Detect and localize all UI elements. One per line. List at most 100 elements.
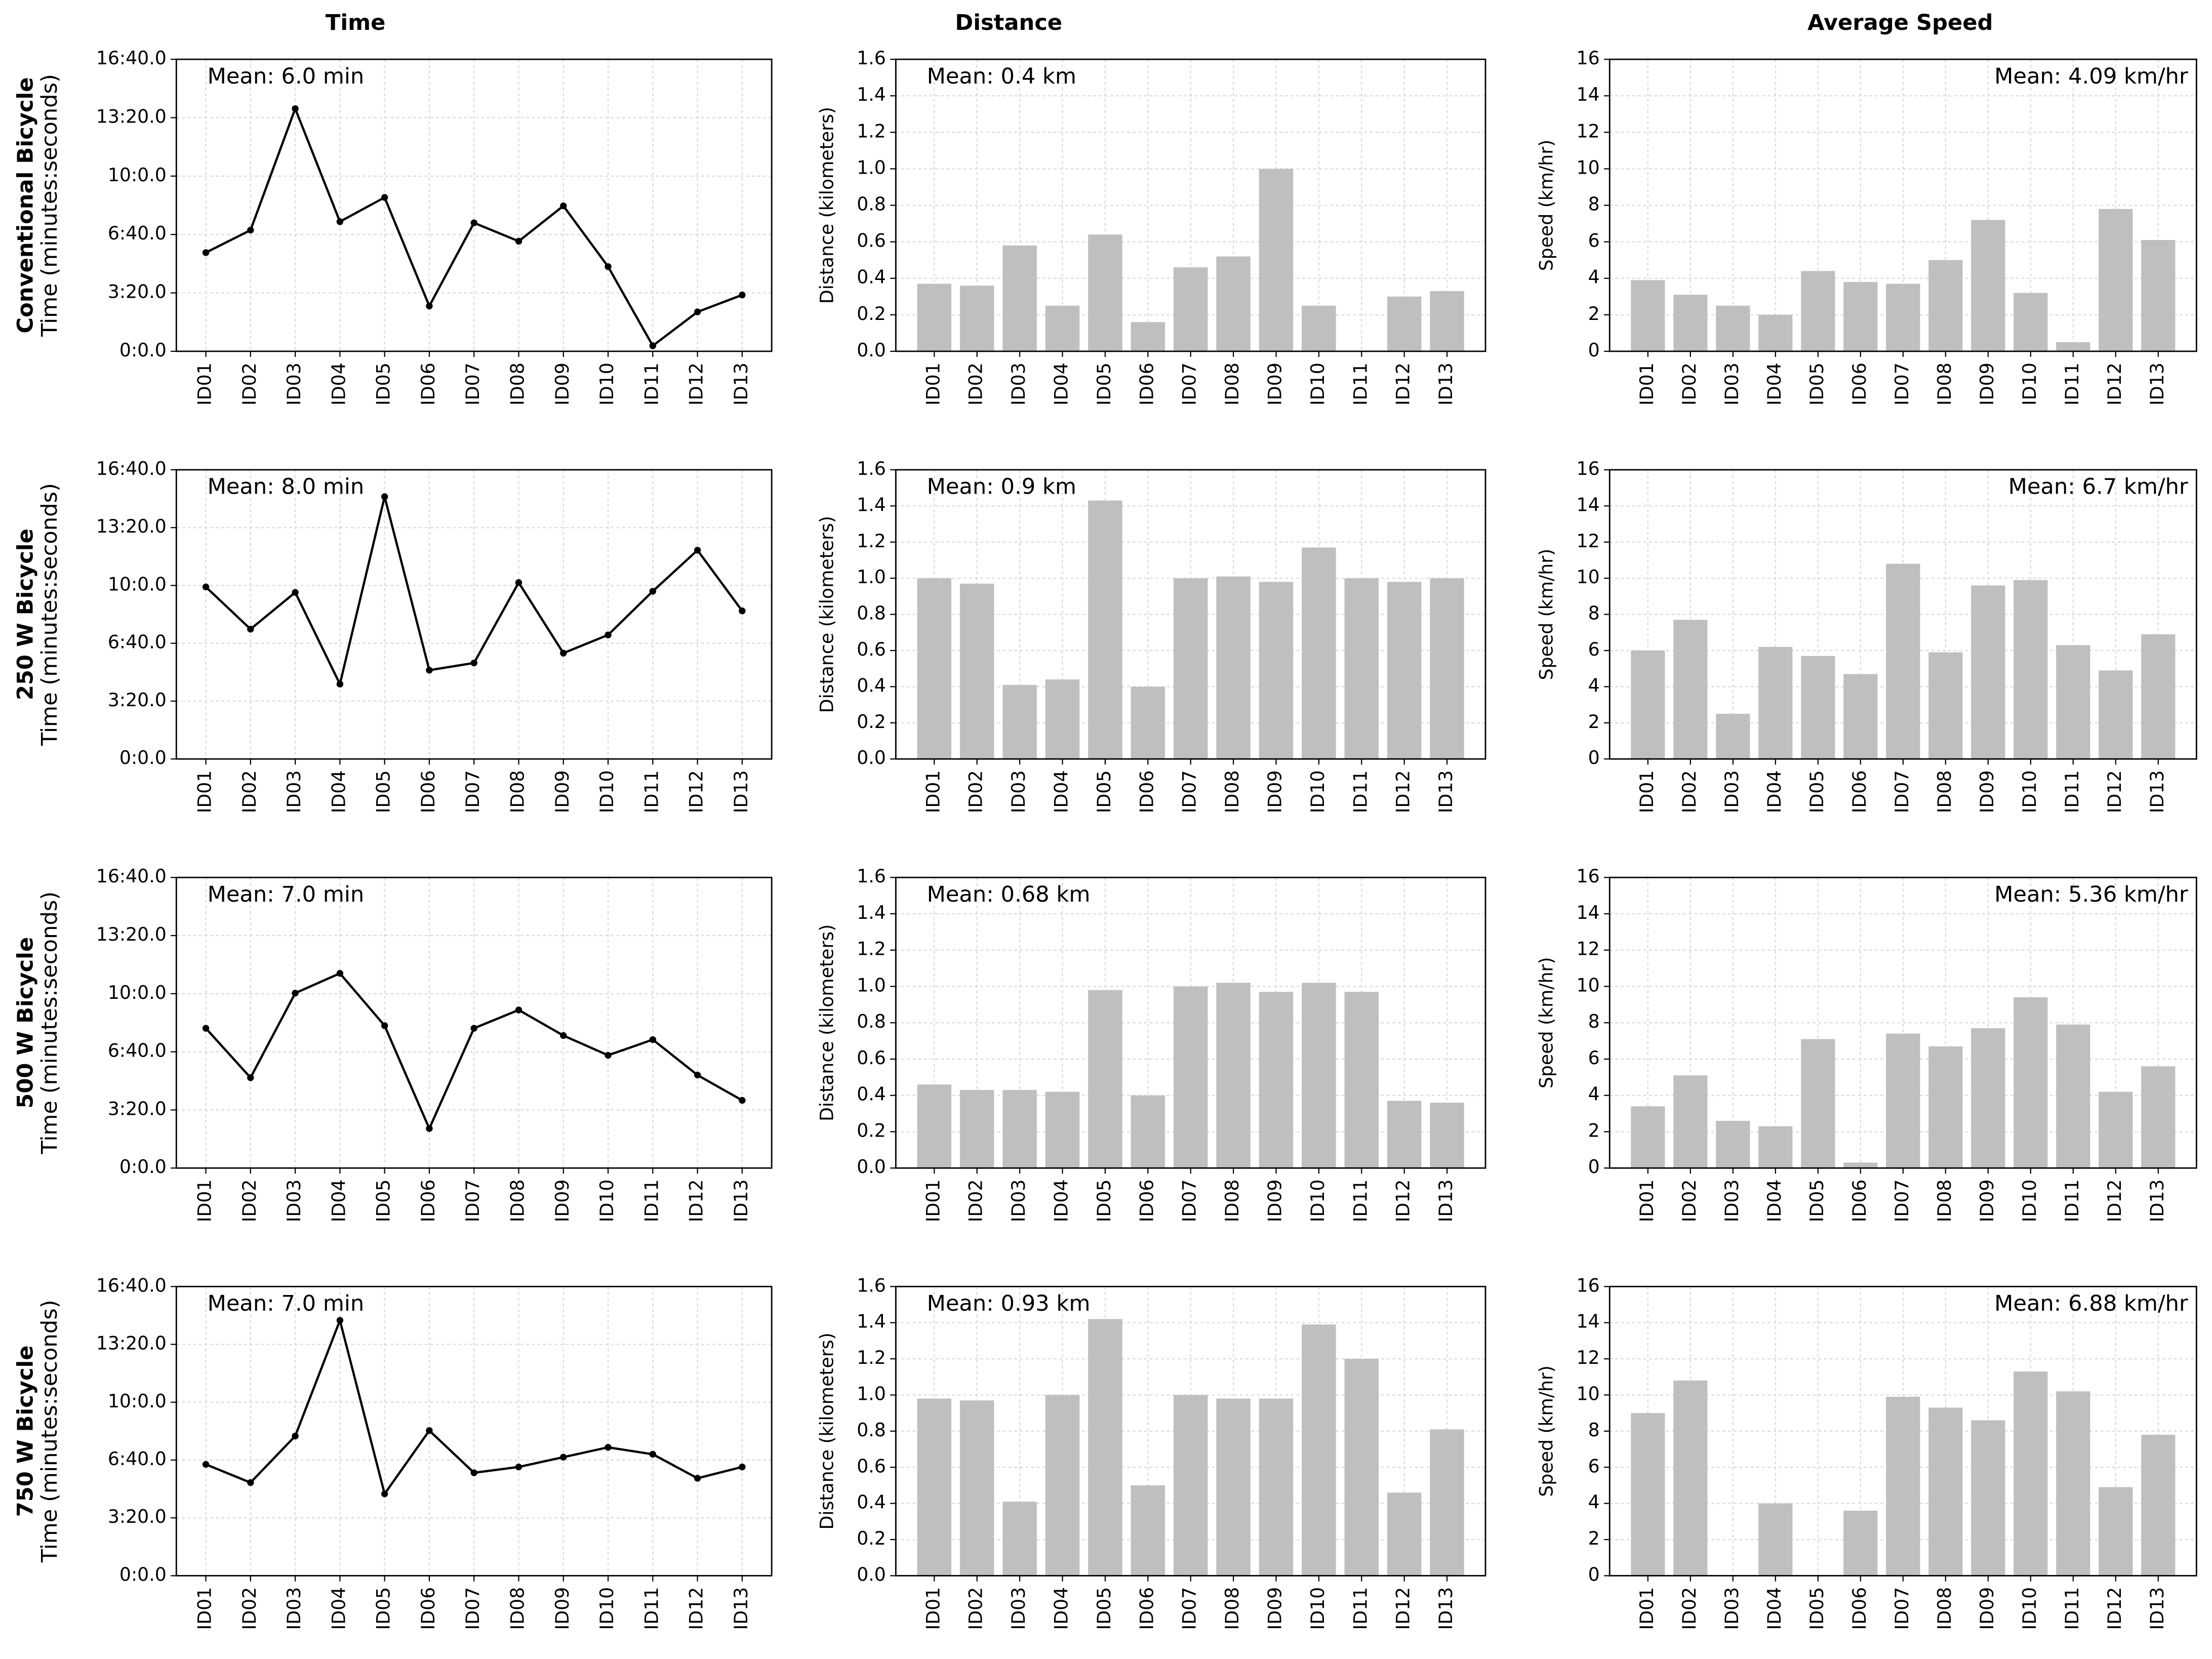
x-tick-label: ID10 [2019, 770, 2040, 813]
annotation: Mean: 4.09 km/hr [1994, 64, 2188, 89]
x-tick-label: ID03 [1721, 770, 1743, 813]
point [605, 1444, 612, 1451]
y-tick-label: 14 [1577, 902, 1600, 923]
x-tick-label: ID09 [1976, 362, 1998, 406]
x-tick-label: ID10 [1307, 1180, 1329, 1223]
point [470, 1469, 477, 1476]
x-tick-label: ID01 [194, 362, 216, 406]
point [515, 1464, 522, 1471]
x-tick-label: ID12 [2104, 770, 2125, 813]
annotation: Mean: 0.4 km [927, 64, 1076, 89]
bar [917, 578, 952, 759]
x-tick-label: ID09 [1264, 1180, 1285, 1223]
x-tick-label: ID07 [462, 362, 484, 406]
point [560, 203, 567, 210]
x-tick-label: ID04 [1763, 362, 1785, 406]
x-tick-label: ID08 [1934, 770, 1955, 813]
x-tick-label: ID10 [1307, 1587, 1329, 1630]
x-tick-label: ID07 [1179, 362, 1200, 406]
y-tick-label: 0 [1588, 747, 1600, 768]
point [381, 194, 388, 201]
x-tick-label: ID02 [238, 362, 260, 406]
x-tick-label: ID09 [1264, 1587, 1285, 1630]
point [292, 989, 299, 997]
y-tick-label: 0 [1588, 1563, 1600, 1585]
bar [1843, 1162, 1878, 1168]
x-tick-label: ID03 [1008, 362, 1029, 406]
bar [1259, 169, 1294, 351]
y-tick-label: 0.6 [857, 638, 886, 660]
y-tick-label: 0.2 [857, 1119, 886, 1141]
bar [1259, 992, 1294, 1168]
point [649, 1036, 657, 1043]
x-tick-label: ID07 [462, 770, 484, 813]
x-tick-label: ID13 [2146, 770, 2168, 813]
x-tick-label: ID04 [1763, 1180, 1785, 1223]
x-tick-label: ID06 [1848, 1587, 1870, 1630]
y-tick-label: 8 [1588, 1010, 1600, 1032]
y-tick-label: 12 [1577, 938, 1600, 960]
x-tick-label: ID12 [2104, 1587, 2125, 1630]
annotation: Mean: 8.0 min [208, 474, 365, 500]
x-tick-label: ID13 [730, 362, 752, 406]
x-tick-label: ID06 [1848, 362, 1870, 406]
y-tick-label: 6:40.0 [108, 222, 167, 244]
x-tick-label: ID09 [1264, 770, 1285, 813]
x-tick-label: ID07 [1891, 770, 1913, 813]
x-tick-label: ID07 [1891, 362, 1913, 406]
y-tick-label: 1.6 [857, 1274, 886, 1296]
y-axis-label: Speed (km/hr) [1536, 140, 1557, 271]
x-tick-label: ID12 [686, 1180, 707, 1223]
y-tick-label: 0.0 [857, 1156, 886, 1178]
x-tick-label: ID11 [640, 1180, 662, 1223]
y-tick-label: 16:40.0 [96, 47, 167, 69]
row-label: 500 W Bicycle [13, 937, 38, 1109]
y-tick-label: 4 [1588, 266, 1600, 288]
y-tick-label: 1.4 [857, 902, 886, 923]
x-tick-label: ID07 [1891, 1587, 1913, 1630]
bar [1928, 1407, 1963, 1576]
bar [1673, 1075, 1708, 1168]
x-tick-label: ID06 [1136, 1180, 1157, 1223]
x-tick-label: ID02 [1678, 1587, 1700, 1630]
bar [1673, 1380, 1708, 1576]
bar [2056, 1024, 2090, 1168]
x-tick-label: ID01 [922, 1180, 944, 1223]
bar [1928, 652, 1963, 759]
y-tick-label: 0:0.0 [119, 747, 167, 768]
x-tick-label: ID10 [1307, 770, 1329, 813]
bar [1131, 1095, 1165, 1168]
bar [1173, 267, 1208, 351]
point [336, 218, 344, 225]
y-tick-label: 6 [1588, 638, 1600, 660]
x-tick-label: ID02 [965, 770, 987, 813]
bar [1088, 234, 1122, 351]
point [381, 493, 388, 500]
bar [1801, 656, 1835, 759]
x-tick-label: ID06 [1136, 770, 1157, 813]
x-tick-label: ID08 [506, 1587, 528, 1630]
bar [1344, 578, 1379, 759]
x-tick-label: ID13 [2146, 362, 2168, 406]
row-label: Conventional Bicycle [13, 77, 38, 333]
y-tick-label: 0:0.0 [119, 1156, 167, 1178]
y-tick-label: 13:20.0 [96, 1332, 167, 1354]
bar [1259, 582, 1294, 759]
point [739, 291, 746, 299]
x-tick-label: ID12 [1392, 362, 1414, 406]
bar [1631, 1106, 1665, 1168]
x-tick-label: ID13 [730, 1587, 752, 1630]
x-tick-label: ID06 [1848, 770, 1870, 813]
y-tick-label: 8 [1588, 602, 1600, 624]
y-tick-label: 4 [1588, 1491, 1600, 1513]
x-tick-label: ID08 [1934, 362, 1955, 406]
chart: 0:0.0 3:20.0 6:40.0 10:0.0 13:20.0 16:40.0 ID0… [37, 458, 773, 813]
bar [1631, 280, 1665, 351]
x-tick-label: ID02 [965, 362, 987, 406]
y-tick-label: 0.4 [857, 1491, 886, 1513]
x-tick-label: ID13 [2146, 1587, 2168, 1630]
bar [1045, 679, 1080, 759]
point [426, 1125, 433, 1132]
x-tick-label: ID12 [1392, 1180, 1414, 1223]
point [426, 302, 433, 310]
